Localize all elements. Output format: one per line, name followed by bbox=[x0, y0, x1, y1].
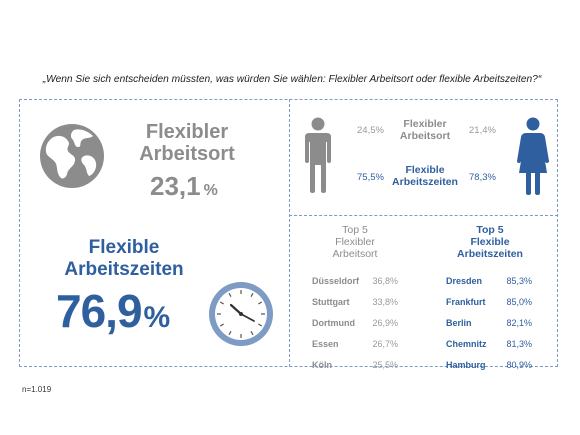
female-icon bbox=[517, 117, 549, 195]
city-name: Berlin bbox=[446, 318, 472, 328]
city-name: Stuttgart bbox=[312, 297, 350, 307]
ort-label-line-2: Arbeitsort bbox=[139, 143, 235, 165]
vertical-divider bbox=[289, 99, 290, 367]
male-zeit-value: 75,5% bbox=[357, 172, 384, 183]
city-value: 33,8% bbox=[372, 297, 398, 307]
list-item: Düsseldorf 36,8% bbox=[312, 276, 398, 297]
top5-zeit-heading-line-2: Flexible bbox=[470, 236, 510, 248]
zeit-label-line-1: Flexible bbox=[88, 237, 160, 258]
city-value: 36,8% bbox=[372, 276, 398, 286]
city-name: Köln bbox=[312, 360, 332, 370]
male-ort-value: 24,5% bbox=[357, 125, 384, 136]
list-item: Berlin 82,1% bbox=[446, 318, 532, 339]
city-name: Chemnitz bbox=[446, 339, 487, 349]
list-item: Stuttgart 33,8% bbox=[312, 297, 398, 318]
female-ort-value: 21,4% bbox=[469, 125, 496, 136]
horizontal-divider bbox=[289, 215, 558, 216]
city-name: Hamburg bbox=[446, 360, 486, 370]
ort-value: 23,1 bbox=[150, 171, 201, 201]
ort-label: Flexibler Arbeitsort bbox=[132, 121, 242, 165]
list-item: Chemnitz 81,3% bbox=[446, 339, 532, 360]
top5-zeit-list: Dresden 85,3% Frankfurt 85,0% Berlin 82,1% … bbox=[446, 276, 532, 381]
globe-icon bbox=[40, 124, 104, 188]
city-name: Dortmund bbox=[312, 318, 355, 328]
city-value: 85,3% bbox=[506, 276, 532, 286]
zeit-label-line-2: Arbeitszeiten bbox=[64, 259, 184, 280]
top5-ort-heading-line-1: Top 5 bbox=[342, 224, 368, 236]
top5-zeit-heading-line-3: Arbeitszeiten bbox=[457, 248, 523, 260]
list-item: Dresden 85,3% bbox=[446, 276, 532, 297]
male-icon bbox=[305, 117, 331, 193]
sample-size-note: n=1.019 bbox=[22, 385, 52, 394]
list-item: Frankfurt 85,0% bbox=[446, 297, 532, 318]
city-value: 26,9% bbox=[372, 318, 398, 328]
top5-zeit-heading-line-1: Top 5 bbox=[476, 224, 504, 236]
survey-question: „Wenn Sie sich entscheiden müssten, was … bbox=[42, 74, 542, 85]
city-value: 80,9% bbox=[506, 360, 532, 370]
city-name: Düsseldorf bbox=[312, 276, 360, 286]
city-value: 81,3% bbox=[506, 339, 532, 349]
list-item: Köln 25,5% bbox=[312, 360, 398, 381]
top5-zeit-heading: Top 5 Flexible Arbeitszeiten bbox=[447, 224, 533, 260]
city-name: Frankfurt bbox=[446, 297, 486, 307]
gender-zeit-label-line-1: Flexible bbox=[405, 164, 445, 176]
gender-ort-label-line-1: Flexibler bbox=[403, 118, 447, 130]
gender-zeit-label-line-2: Arbeitszeiten bbox=[392, 176, 458, 188]
top5-ort-heading: Top 5 Flexibler Arbeitsort bbox=[315, 224, 395, 260]
list-item: Dortmund 26,9% bbox=[312, 318, 398, 339]
ort-unit: % bbox=[203, 182, 218, 199]
ort-percentage: 23,1% bbox=[150, 171, 218, 202]
city-value: 82,1% bbox=[506, 318, 532, 328]
top5-ort-list: Düsseldorf 36,8% Stuttgart 33,8% Dortmund 2… bbox=[312, 276, 398, 381]
ort-label-line-1: Flexibler bbox=[145, 121, 229, 143]
list-item: Essen 26,7% bbox=[312, 339, 398, 360]
gender-ort-label-line-2: Arbeitsort bbox=[399, 130, 451, 142]
top5-ort-heading-line-3: Arbeitsort bbox=[332, 248, 378, 260]
zeit-unit: % bbox=[143, 301, 171, 334]
top5-ort-heading-line-2: Flexibler bbox=[335, 236, 375, 248]
zeit-percentage: 76,9% bbox=[56, 284, 171, 338]
zeit-label: Flexible Arbeitszeiten bbox=[54, 237, 194, 281]
zeit-value: 76,9 bbox=[56, 285, 143, 337]
city-name: Dresden bbox=[446, 276, 483, 286]
female-zeit-value: 78,3% bbox=[469, 172, 496, 183]
gender-ort-label: Flexibler Arbeitsort bbox=[393, 118, 457, 142]
city-value: 25,5% bbox=[372, 360, 398, 370]
city-value: 26,7% bbox=[372, 339, 398, 349]
clock-icon bbox=[209, 282, 273, 346]
infographic-frame bbox=[19, 99, 558, 367]
city-value: 85,0% bbox=[506, 297, 532, 307]
gender-zeit-label: Flexible Arbeitszeiten bbox=[385, 164, 465, 188]
city-name: Essen bbox=[312, 339, 339, 349]
list-item: Hamburg 80,9% bbox=[446, 360, 532, 381]
